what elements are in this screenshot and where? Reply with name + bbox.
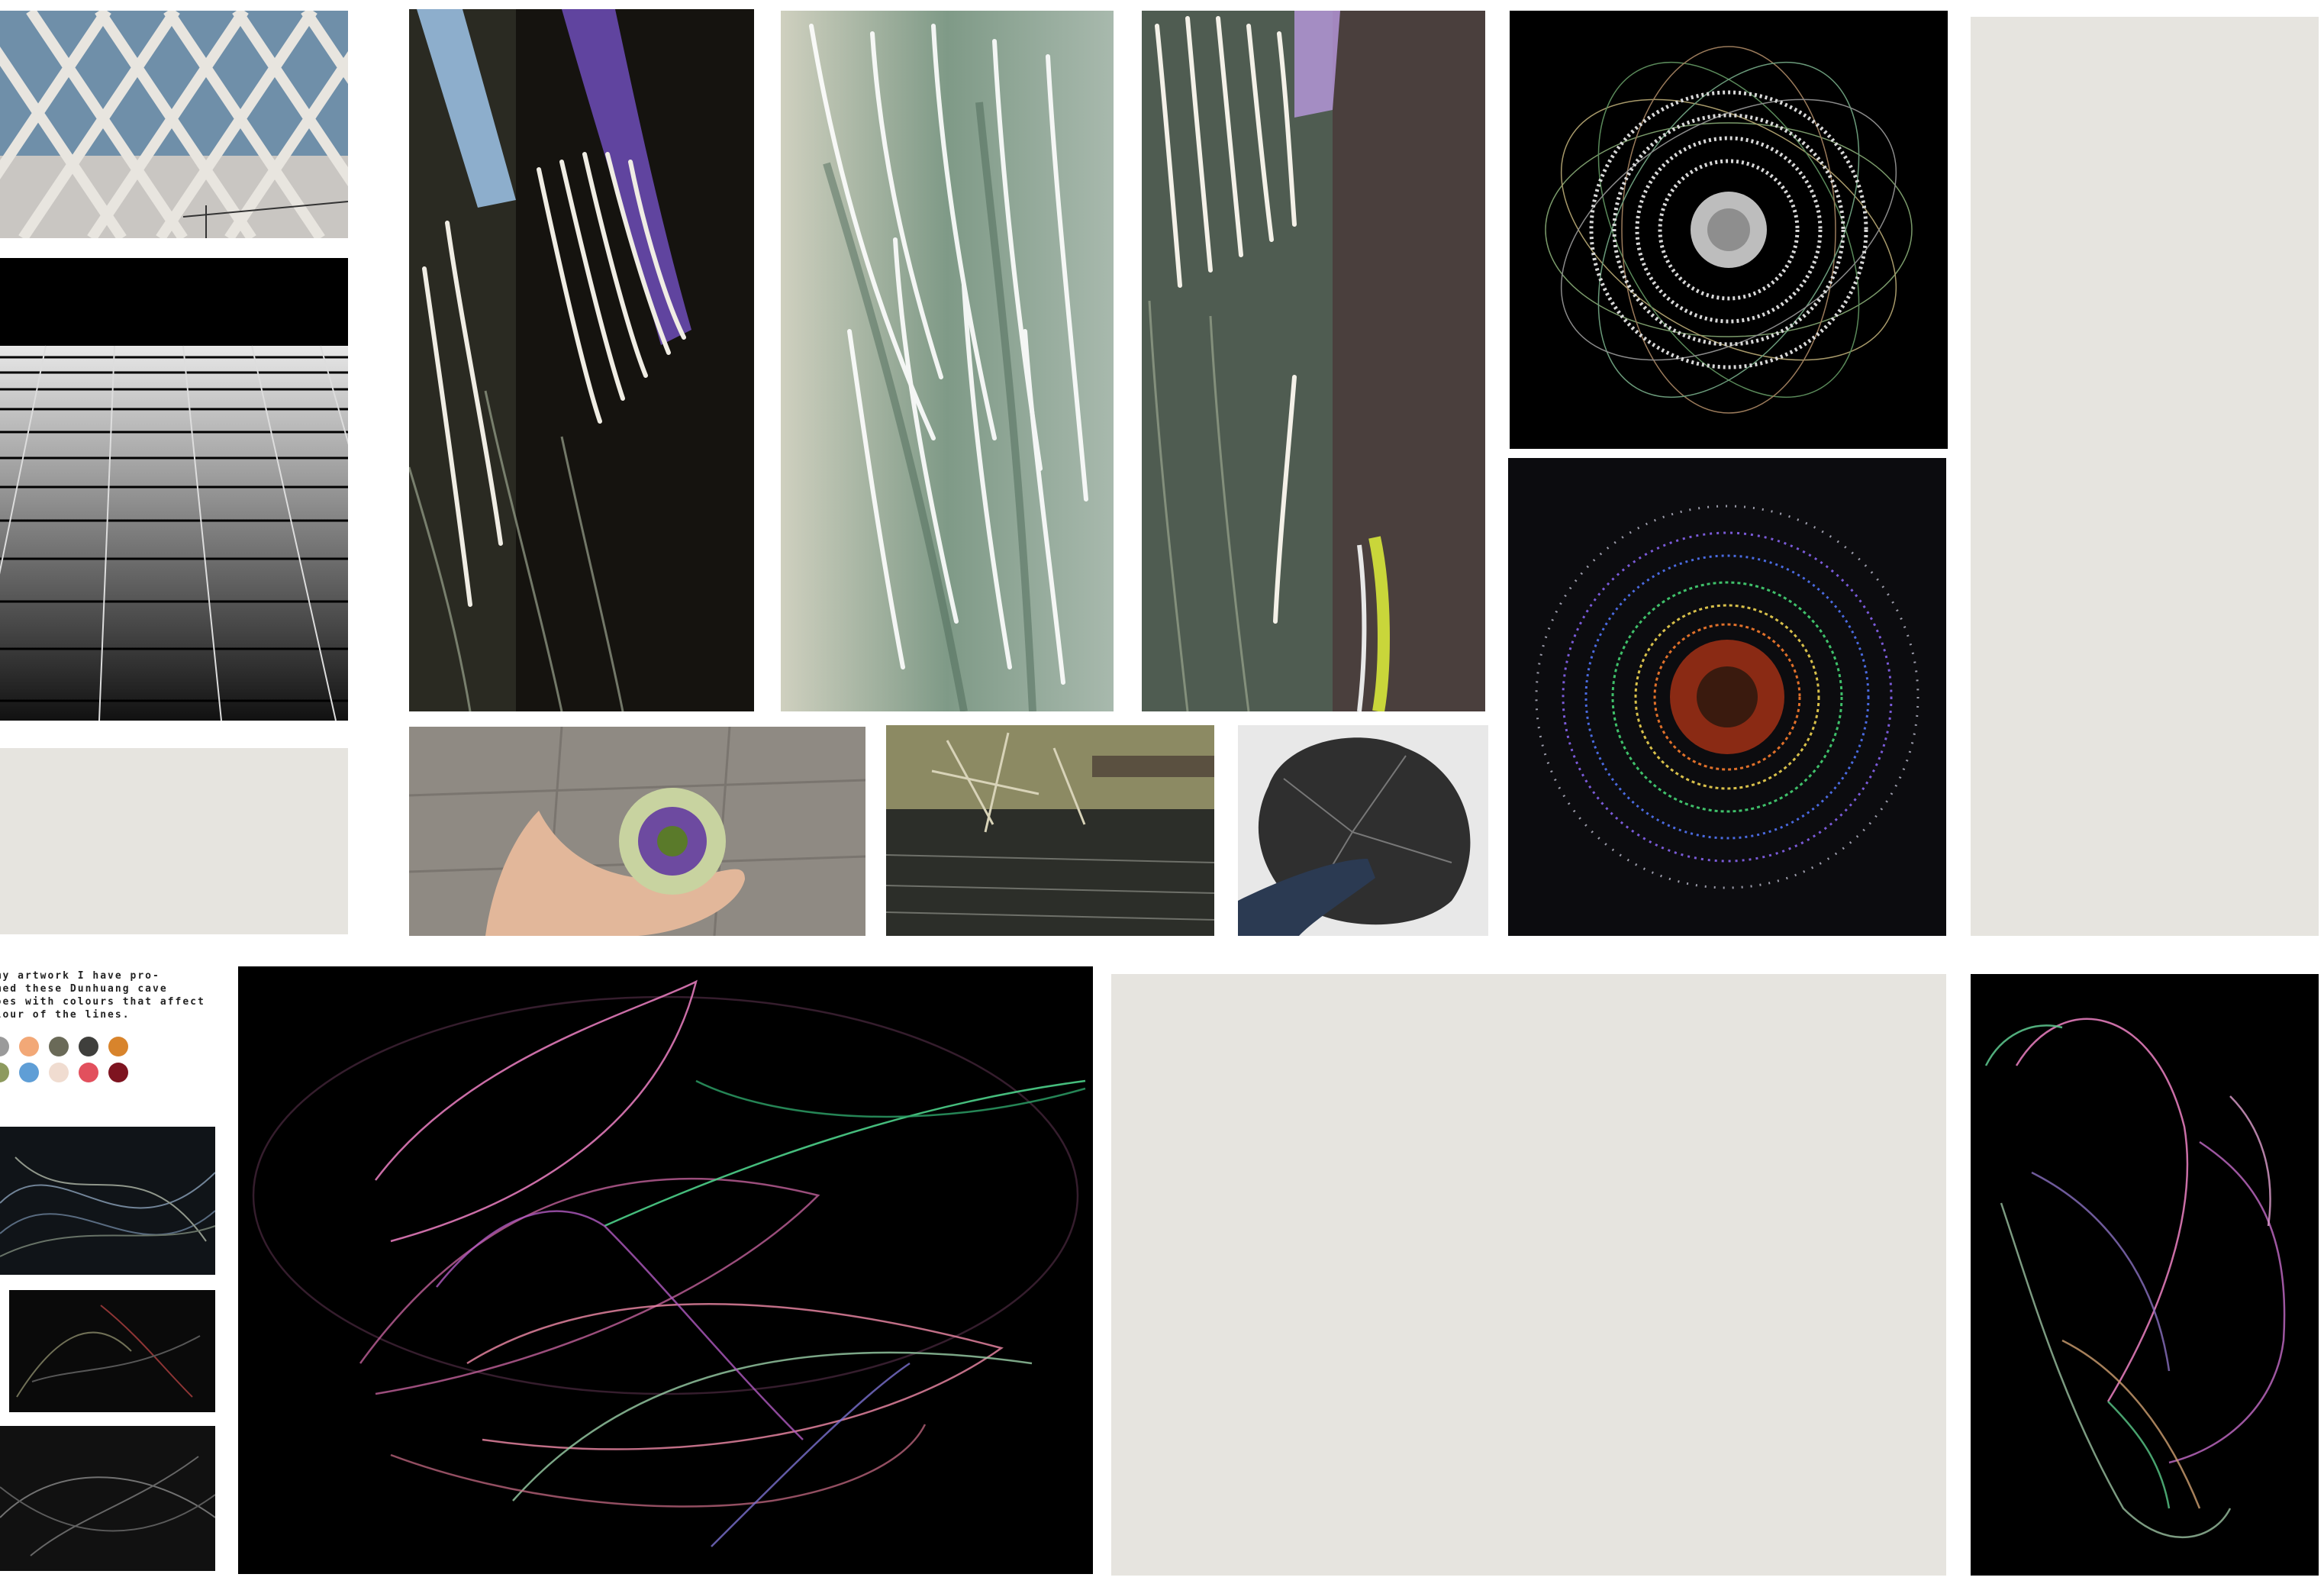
line-render-thumbnail-2 bbox=[9, 1290, 215, 1412]
line-render-thumbnail-1 bbox=[0, 1127, 215, 1275]
description-line-4: colour of the lines. bbox=[0, 1009, 131, 1021]
palette-swatch bbox=[19, 1063, 39, 1082]
light-trails-photo-2 bbox=[781, 11, 1114, 711]
blank-panel-left bbox=[0, 748, 348, 934]
description-line-2: ammed these Dunhuang cave bbox=[0, 983, 168, 995]
artwork-description-text: r my artwork I have pro- ammed these Dun… bbox=[0, 969, 209, 1021]
spirograph-render-1 bbox=[1510, 11, 1948, 449]
palette-swatch bbox=[79, 1063, 98, 1082]
description-line-3: scoes with colours that affect bbox=[0, 996, 205, 1008]
line-render-thumbnail-3 bbox=[0, 1426, 215, 1571]
light-trails-photo-1 bbox=[409, 9, 754, 711]
palette-swatch bbox=[19, 1037, 39, 1056]
dunhuang-line-artwork-large bbox=[238, 966, 1093, 1574]
pond-reeds-photo bbox=[886, 725, 1214, 936]
umbrella-photo bbox=[1238, 725, 1488, 936]
ceiling-lattice-photo bbox=[0, 11, 348, 238]
palette-swatch bbox=[0, 1063, 9, 1082]
passion-flower-photo bbox=[409, 727, 865, 936]
blank-panel-center bbox=[1111, 974, 1946, 1576]
palette-swatch bbox=[108, 1037, 128, 1056]
dunhuang-line-artwork-tall bbox=[1971, 974, 2319, 1576]
palette-swatch bbox=[49, 1037, 69, 1056]
blank-panel-right bbox=[1971, 17, 2319, 936]
light-trails-photo-3 bbox=[1142, 11, 1485, 711]
palette-swatch bbox=[108, 1063, 128, 1082]
palette-swatch bbox=[79, 1037, 98, 1056]
palette-swatch bbox=[49, 1063, 69, 1082]
palette-swatch bbox=[0, 1037, 9, 1056]
colour-palette-swatches bbox=[0, 1037, 142, 1082]
perspective-grid-image bbox=[0, 258, 348, 721]
description-line-1: r my artwork I have pro- bbox=[0, 970, 160, 982]
spirograph-render-2 bbox=[1508, 458, 1946, 936]
